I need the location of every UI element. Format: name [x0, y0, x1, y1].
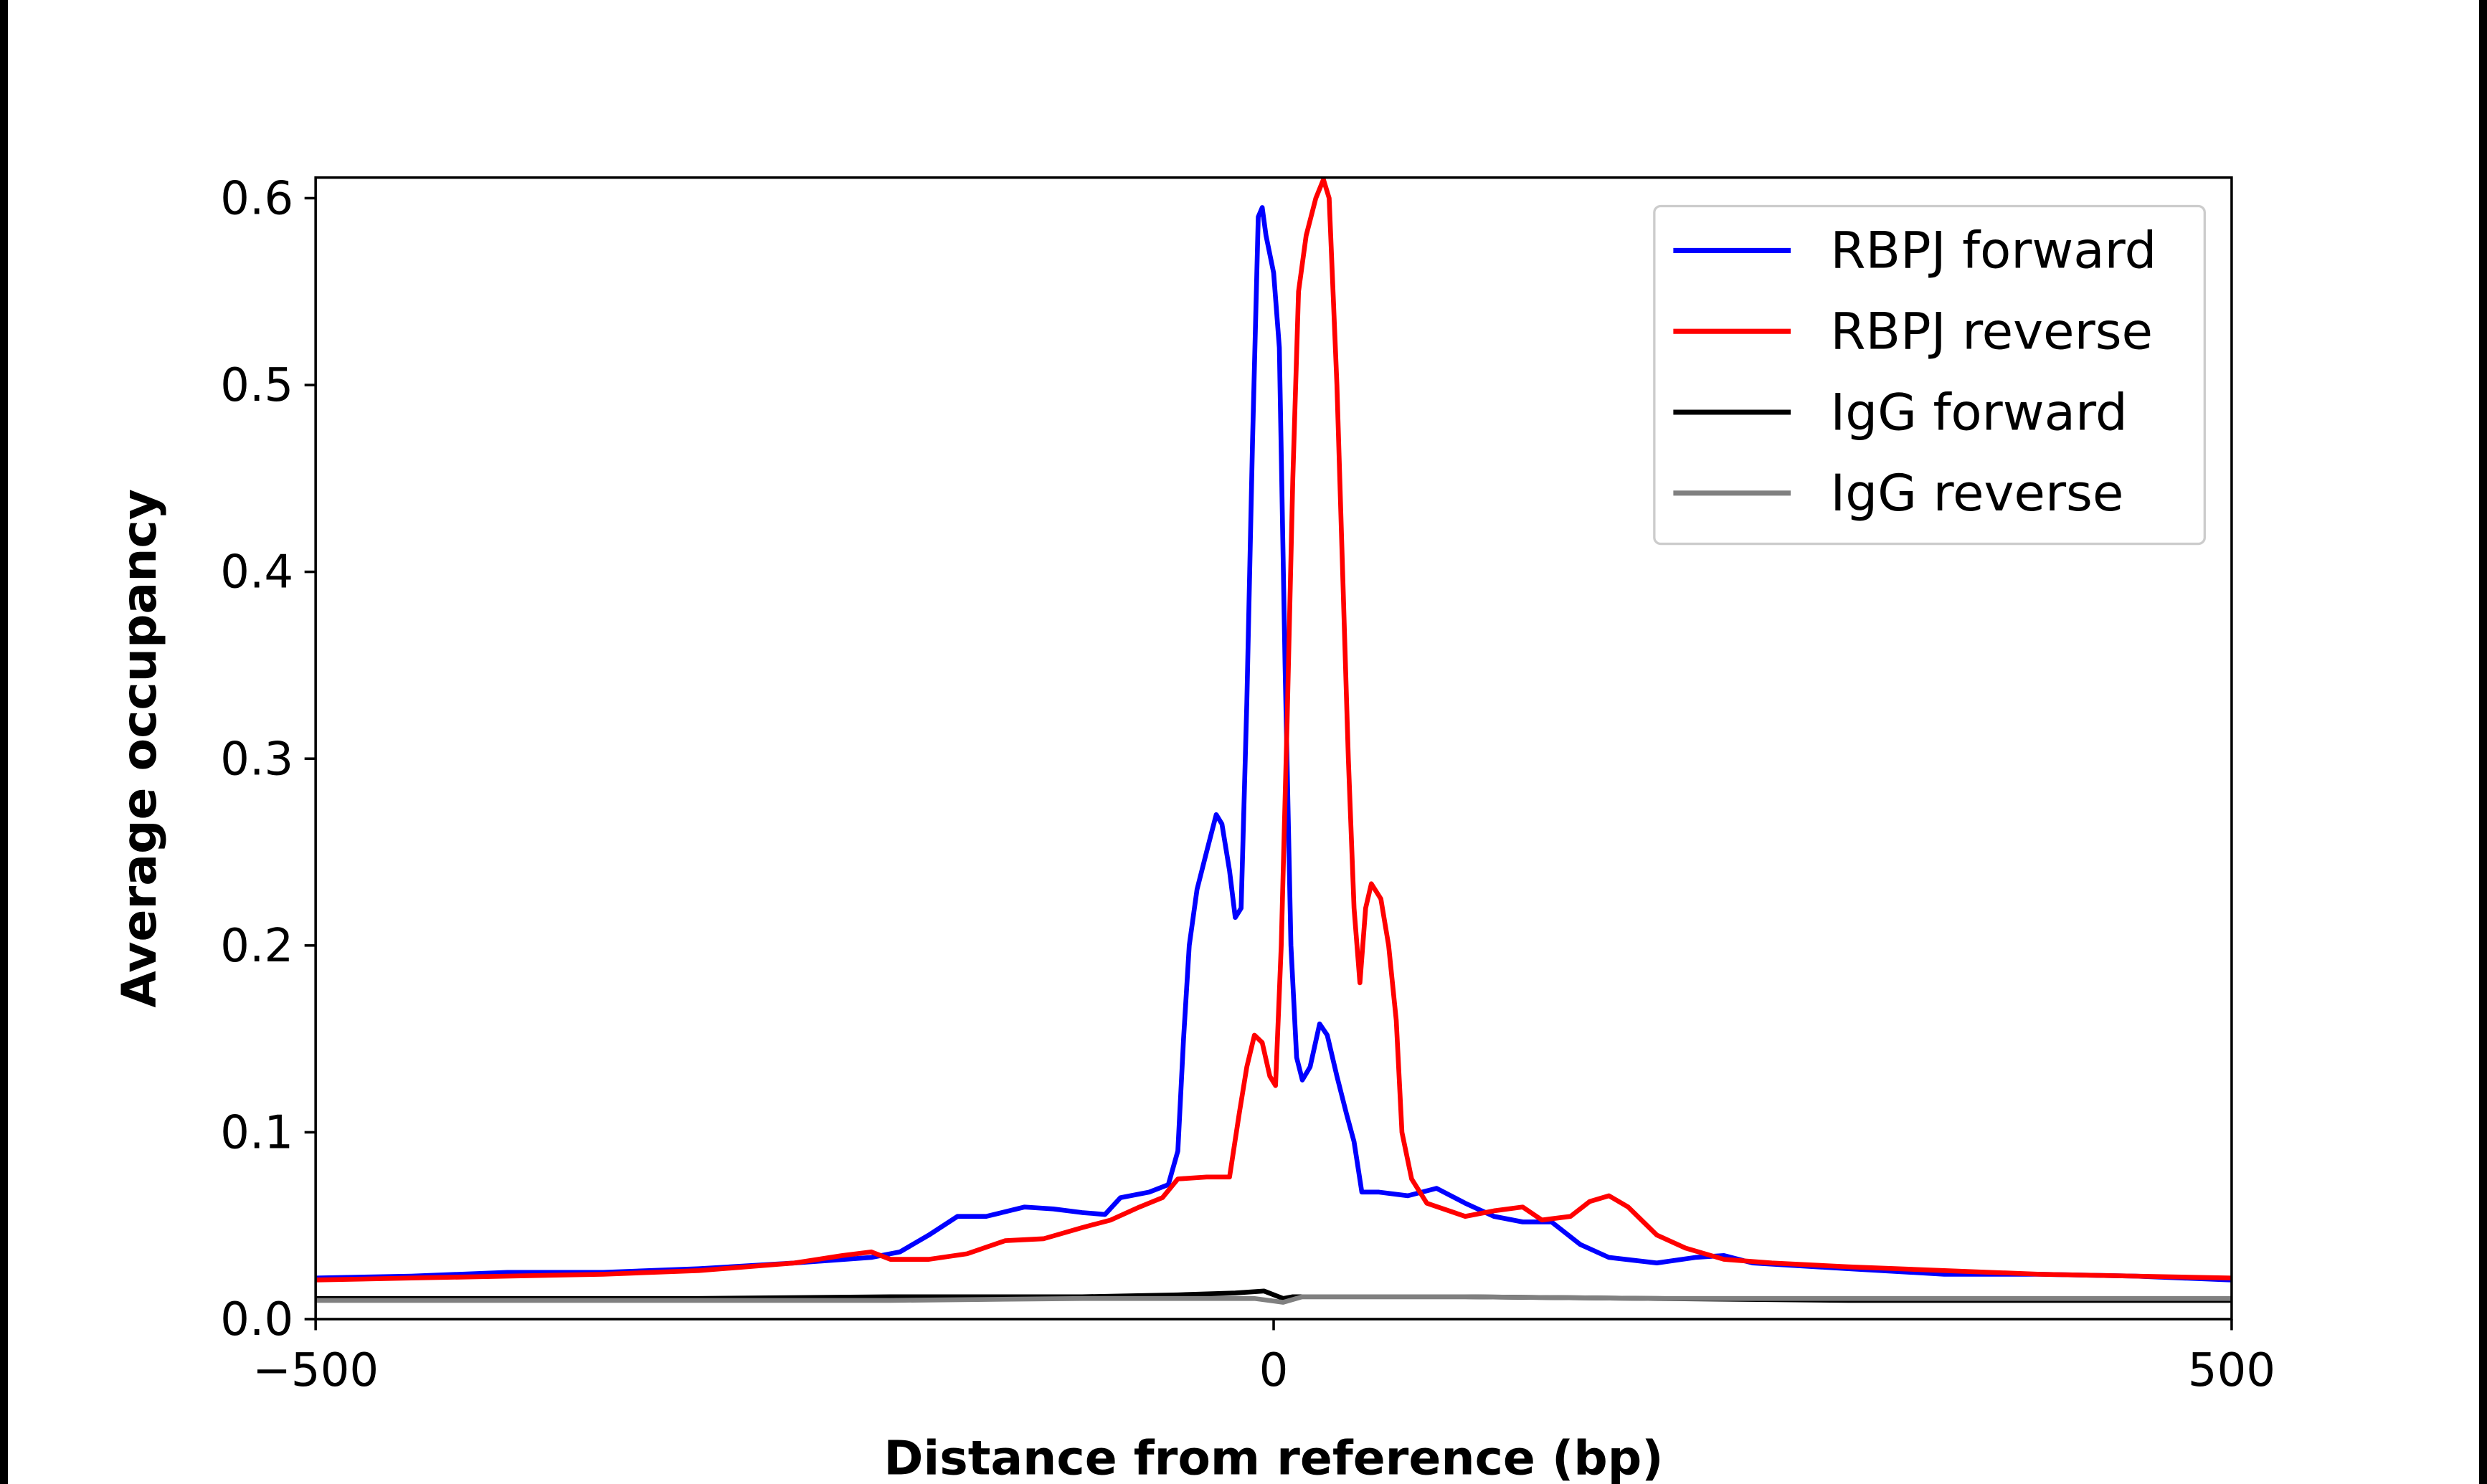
- y-axis: 0.0 0.1 0.2 0.3 0.4 0.5 0.6: [220, 172, 316, 1346]
- legend-label: RBPJ reverse: [1830, 302, 2153, 361]
- right-border: [2478, 0, 2487, 1484]
- legend-label: RBPJ forward: [1830, 221, 2156, 280]
- x-axis-label: Distance from reference (bp): [884, 1430, 1663, 1484]
- legend: RBPJ forward RBPJ reverse IgG forward IgG r…: [1653, 204, 2206, 546]
- left-border: [0, 0, 9, 1484]
- legend-label: IgG reverse: [1830, 463, 2123, 523]
- y-tick-label: 0.2: [220, 919, 293, 973]
- x-tick-label: 500: [2188, 1343, 2275, 1397]
- y-tick-label: 0.3: [220, 732, 293, 786]
- x-axis: −500 0 500: [252, 1319, 2275, 1397]
- legend-label: IgG forward: [1830, 382, 2127, 442]
- series-line-rbpj-reverse: [316, 177, 2232, 1283]
- y-axis-label: Average occupancy: [111, 489, 167, 1008]
- series-line-igg-reverse: [316, 1294, 2232, 1305]
- x-tick-label: 0: [1259, 1343, 1289, 1397]
- y-tick-label: 0.4: [220, 546, 293, 599]
- legend-box: [1653, 204, 2206, 546]
- y-tick-label: 0.0: [220, 1293, 293, 1346]
- y-tick-label: 0.1: [220, 1106, 293, 1160]
- y-tick-label: 0.6: [220, 172, 293, 226]
- y-tick-label: 0.5: [220, 358, 293, 412]
- x-tick-label: −500: [252, 1343, 379, 1397]
- series-line-rbpj-forward: [316, 205, 2232, 1283]
- plot-lines: [316, 177, 2232, 1305]
